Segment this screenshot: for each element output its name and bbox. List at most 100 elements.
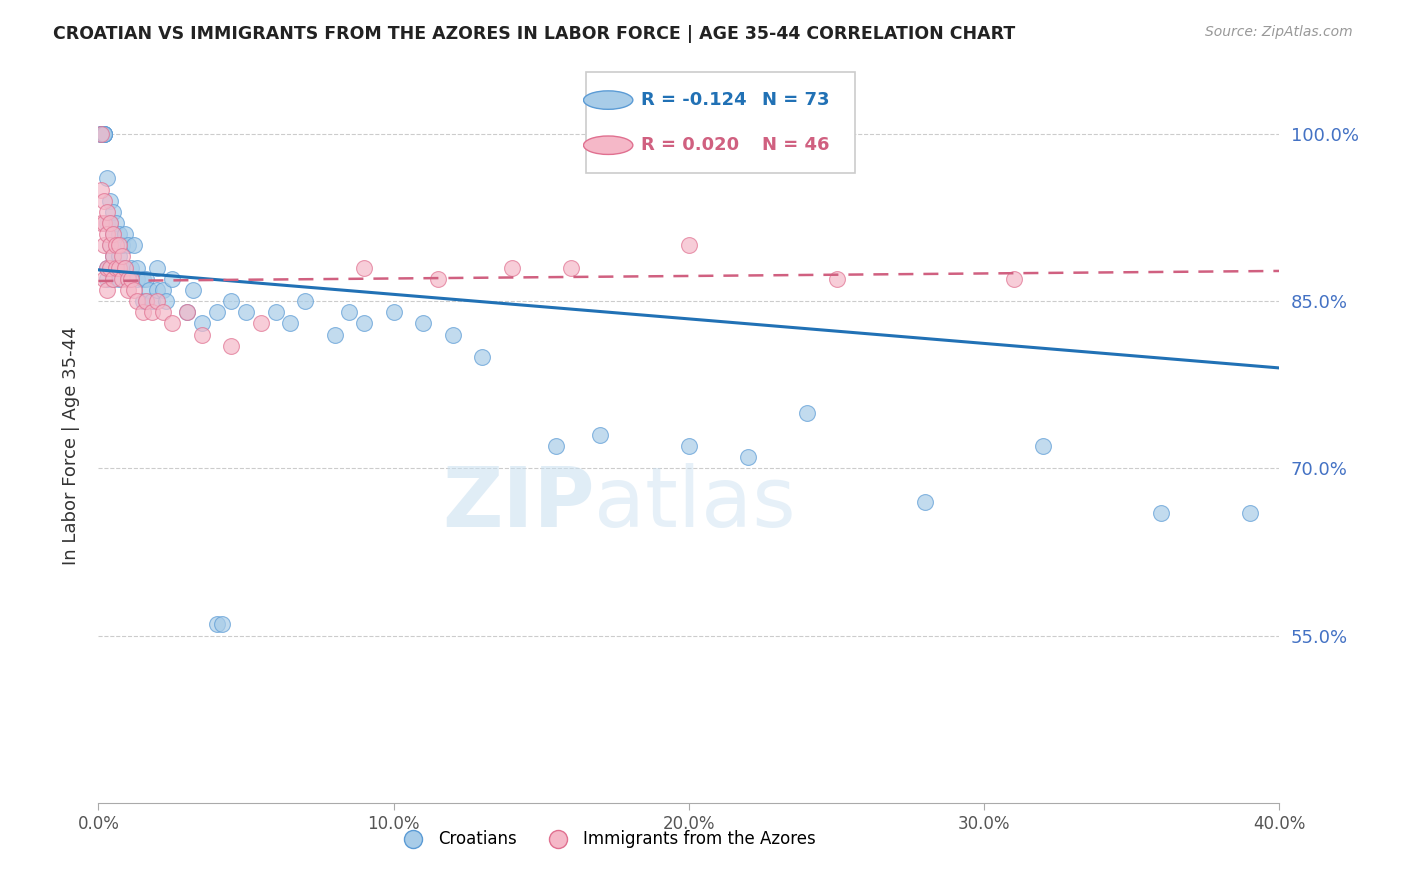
FancyBboxPatch shape bbox=[586, 72, 855, 173]
Point bbox=[155, 293, 177, 308]
Text: N = 46: N = 46 bbox=[762, 136, 830, 154]
Point bbox=[280, 316, 302, 330]
Point bbox=[678, 439, 700, 453]
Point bbox=[146, 293, 169, 308]
Point bbox=[152, 305, 174, 319]
Point bbox=[96, 227, 118, 241]
Point bbox=[162, 316, 183, 330]
Point bbox=[825, 271, 848, 285]
Point bbox=[103, 227, 125, 241]
Point bbox=[96, 171, 118, 186]
Point bbox=[211, 617, 233, 632]
Legend: Croatians, Immigrants from the Azores: Croatians, Immigrants from the Azores bbox=[389, 824, 823, 855]
Point bbox=[93, 127, 115, 141]
Point bbox=[132, 293, 155, 308]
Point bbox=[93, 194, 115, 208]
Circle shape bbox=[583, 136, 633, 154]
Point bbox=[135, 271, 157, 285]
Point bbox=[90, 127, 112, 141]
Point bbox=[117, 238, 139, 252]
Point bbox=[152, 283, 174, 297]
Point bbox=[1150, 506, 1173, 520]
Point bbox=[111, 249, 134, 263]
Point bbox=[105, 238, 128, 252]
Point bbox=[546, 439, 568, 453]
Point bbox=[181, 283, 204, 297]
Point bbox=[176, 305, 198, 319]
Text: R = -0.124: R = -0.124 bbox=[641, 91, 747, 109]
Point bbox=[353, 260, 375, 275]
Text: Source: ZipAtlas.com: Source: ZipAtlas.com bbox=[1205, 25, 1353, 39]
Point bbox=[264, 305, 287, 319]
Point bbox=[114, 260, 136, 275]
Y-axis label: In Labor Force | Age 35-44: In Labor Force | Age 35-44 bbox=[62, 326, 80, 566]
Point bbox=[93, 127, 115, 141]
Point bbox=[108, 227, 131, 241]
Point bbox=[678, 238, 700, 252]
Point bbox=[471, 350, 494, 364]
Point bbox=[221, 293, 243, 308]
Point bbox=[90, 216, 112, 230]
Point bbox=[96, 271, 118, 285]
Point bbox=[114, 260, 136, 275]
Point bbox=[125, 293, 148, 308]
Point bbox=[114, 227, 136, 241]
Point bbox=[339, 305, 361, 319]
Point bbox=[294, 293, 316, 308]
Point bbox=[1002, 271, 1025, 285]
Text: CROATIAN VS IMMIGRANTS FROM THE AZORES IN LABOR FORCE | AGE 35-44 CORRELATION CH: CROATIAN VS IMMIGRANTS FROM THE AZORES I… bbox=[53, 25, 1015, 43]
Point bbox=[250, 316, 273, 330]
Point bbox=[93, 216, 115, 230]
Point bbox=[191, 327, 214, 342]
Point bbox=[117, 271, 139, 285]
Point bbox=[90, 127, 112, 141]
Point bbox=[441, 327, 464, 342]
Point bbox=[146, 283, 169, 297]
Point bbox=[93, 127, 115, 141]
Point bbox=[108, 249, 131, 263]
Point bbox=[412, 316, 434, 330]
Point bbox=[235, 305, 257, 319]
Point bbox=[96, 216, 118, 230]
Point bbox=[103, 249, 125, 263]
Text: ZIP: ZIP bbox=[441, 463, 595, 543]
Point bbox=[96, 204, 118, 219]
Point bbox=[162, 271, 183, 285]
Point bbox=[125, 260, 148, 275]
Point bbox=[111, 238, 134, 252]
Point bbox=[560, 260, 582, 275]
Point bbox=[98, 238, 121, 252]
Point bbox=[103, 227, 125, 241]
Point bbox=[93, 238, 115, 252]
Point bbox=[108, 238, 131, 252]
Point bbox=[111, 271, 134, 285]
Point bbox=[323, 327, 346, 342]
Point bbox=[589, 427, 612, 442]
Point bbox=[96, 283, 118, 297]
Point bbox=[103, 249, 125, 263]
Point bbox=[205, 617, 228, 632]
Point bbox=[205, 305, 228, 319]
Point bbox=[103, 204, 125, 219]
Point bbox=[191, 316, 214, 330]
Point bbox=[1032, 439, 1054, 453]
Point bbox=[105, 238, 128, 252]
Point bbox=[93, 127, 115, 141]
Point bbox=[914, 494, 936, 508]
Point bbox=[98, 260, 121, 275]
Point bbox=[176, 305, 198, 319]
Circle shape bbox=[583, 91, 633, 110]
Point bbox=[141, 305, 163, 319]
Point bbox=[96, 260, 118, 275]
Point bbox=[108, 260, 131, 275]
Point bbox=[737, 450, 759, 465]
Point bbox=[796, 405, 818, 419]
Point bbox=[120, 271, 142, 285]
Point bbox=[108, 271, 131, 285]
Point bbox=[221, 338, 243, 352]
Point bbox=[138, 283, 160, 297]
Point bbox=[120, 260, 142, 275]
Point bbox=[93, 127, 115, 141]
Point bbox=[132, 271, 155, 285]
Point bbox=[141, 293, 163, 308]
